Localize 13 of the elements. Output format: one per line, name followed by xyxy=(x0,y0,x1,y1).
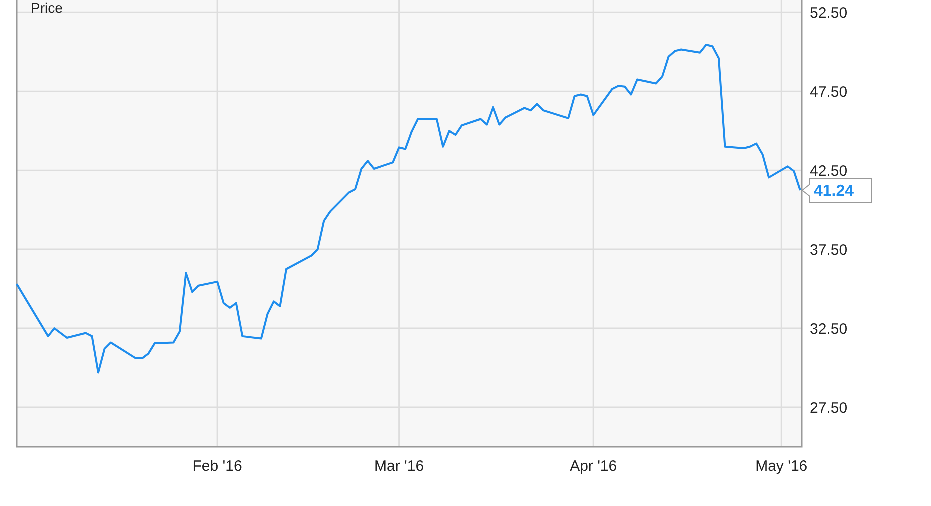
y-tick-label: 52.50 xyxy=(810,4,848,22)
x-tick-label: Apr '16 xyxy=(570,458,618,475)
y-tick-label: 37.50 xyxy=(810,242,848,259)
line-series xyxy=(16,44,802,374)
x-tick-label: Feb '16 xyxy=(192,458,242,475)
annotation: 41.24 xyxy=(814,183,854,200)
x-tick-label: Mar '16 xyxy=(374,458,424,475)
y-tick-label: 32.50 xyxy=(810,320,848,338)
y-tick-label: 42.50 xyxy=(810,162,848,180)
y-tick-label: 47.50 xyxy=(810,84,848,101)
chart-title: Price xyxy=(31,0,64,16)
x-tick-label: May '16 xyxy=(756,458,808,475)
y-tick-label: 27.50 xyxy=(810,400,848,417)
